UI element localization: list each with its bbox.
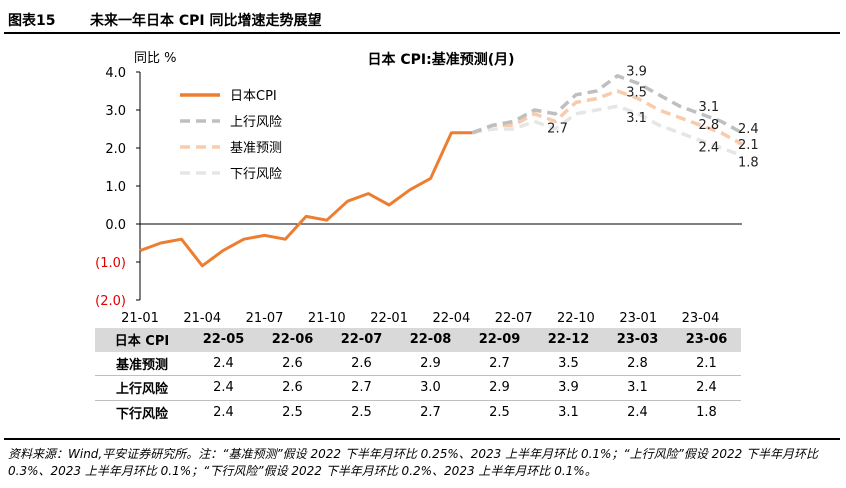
- y-tick-label: 1.0: [105, 180, 126, 195]
- data-label: 2.4: [738, 122, 759, 137]
- row-label: 上行风险: [95, 375, 189, 401]
- table-column-header: 23-03: [603, 328, 672, 352]
- data-label: 3.1: [698, 100, 719, 115]
- table-cell: 2.6: [327, 351, 396, 376]
- y-tick-label: (1.0): [95, 256, 126, 271]
- figure-header: 图表15 未来一年日本 CPI 同比增速走势展望: [4, 4, 840, 34]
- legend-label: 日本CPI: [230, 89, 277, 104]
- table-column-header: 22-09: [465, 328, 534, 352]
- table-cell: 2.7: [420, 404, 441, 420]
- table-cell: 2.8: [603, 351, 672, 376]
- x-tick-label: 23-01: [619, 311, 657, 326]
- x-tick-label: 21-04: [183, 311, 221, 326]
- series-line-1: [471, 74, 743, 135]
- table-cell: 2.5: [351, 404, 372, 420]
- data-label: 1.8: [738, 156, 759, 171]
- x-tick-label: 21-10: [308, 311, 346, 326]
- table-cell: 3.1: [603, 375, 672, 401]
- legend-label: 上行风险: [230, 115, 282, 130]
- y-tick-label: 0.0: [105, 218, 126, 233]
- x-tick-label: 23-04: [682, 311, 720, 326]
- table-header-label: 日本 CPI: [95, 328, 189, 352]
- table-cell: 2.4: [672, 375, 741, 401]
- data-label: 3.1: [626, 111, 647, 126]
- table-row: 上行风险 2.4 2.6 2.7 3.0 2.9 3.9 3.1 2.4: [95, 375, 741, 401]
- table-column-header: 23-06: [672, 328, 741, 352]
- table-cell: 2.6: [258, 351, 327, 376]
- row-label: 基准预测: [95, 351, 189, 376]
- y-tick-label: (2.0): [95, 294, 126, 309]
- table-cell: 3.5: [534, 351, 603, 376]
- x-tick-label: 21-01: [121, 311, 159, 326]
- x-tick-label: 22-04: [432, 311, 470, 326]
- series-line-2: [471, 89, 743, 146]
- table-cell: 3.1: [558, 404, 579, 420]
- data-label: 2.1: [738, 138, 759, 153]
- data-label: 2.4: [698, 140, 719, 155]
- series-line-0: [139, 131, 473, 268]
- table-cell: 3.0: [396, 375, 465, 401]
- forecast-table: 日本 CPI 22-05 22-06 22-07 22-08 22-09 22-…: [95, 328, 741, 424]
- table-header-row: 日本 CPI 22-05 22-06 22-07 22-08 22-09 22-…: [95, 328, 741, 352]
- cpi-line-chart: 日本 CPI:基准预测(月) 同比 % 4.0 3.0 2.0 1.0 0.0 (1.0) (2…: [95, 51, 759, 326]
- table-column-header: 22-12: [534, 328, 603, 352]
- table-column-header: 22-08: [396, 328, 465, 352]
- source-note: 资料来源：Wind,平安证券研究所。注：“基准预测”假设 2022 下半年月环比…: [8, 447, 819, 478]
- table-cell: 2.5: [489, 404, 510, 420]
- table-column-header: 22-05: [189, 328, 258, 352]
- table-cell: 2.4: [627, 404, 648, 420]
- figure-footer: 资料来源：Wind,平安证券研究所。注：“基准预测”假设 2022 下半年月环比…: [4, 438, 840, 480]
- table-cell: 2.5: [282, 404, 303, 420]
- x-tick-label: 22-01: [370, 311, 408, 326]
- y-tick-label: 3.0: [105, 104, 126, 119]
- table-cell: 2.9: [465, 375, 534, 401]
- table-cell: 2.4: [189, 351, 258, 376]
- x-tick-label: 22-10: [557, 311, 595, 326]
- y-axis-label: 同比 %: [134, 51, 177, 66]
- figure-title: 未来一年日本 CPI 同比增速走势展望: [90, 13, 322, 29]
- y-tick-label: 2.0: [105, 142, 126, 157]
- x-tick-label: 21-07: [246, 311, 284, 326]
- legend-label: 下行风险: [230, 167, 282, 182]
- table-cell: 2.4: [213, 404, 234, 420]
- table-cell: 2.4: [189, 375, 258, 401]
- x-tick-label: 22-07: [495, 311, 533, 326]
- table-column-header: 22-06: [258, 328, 327, 352]
- table-cell: 1.8: [696, 404, 717, 420]
- data-label: 3.9: [626, 64, 647, 79]
- y-tick-label: 4.0: [105, 66, 126, 81]
- figure-number: 图表15: [8, 13, 56, 29]
- data-label: 2.8: [698, 118, 719, 133]
- legend-label: 基准预测: [230, 141, 282, 156]
- table-cell: 2.6: [258, 375, 327, 401]
- data-label: 2.7: [547, 121, 568, 136]
- table-cell: 2.7: [465, 351, 534, 376]
- series-line-3: [471, 104, 743, 158]
- table-row: 基准预测 2.4 2.6 2.6 2.9 2.7 3.5 2.8 2.1: [95, 351, 741, 376]
- chart-title: 日本 CPI:基准预测(月): [367, 51, 514, 68]
- table-cell: 2.9: [396, 351, 465, 376]
- table-cell: 2.7: [327, 375, 396, 401]
- row-label: 下行风险: [115, 406, 168, 422]
- table-cell: 3.9: [534, 375, 603, 401]
- table-cell: 2.1: [672, 351, 741, 376]
- data-label: 3.5: [626, 86, 647, 101]
- table-row: 下行风险 2.4 2.5 2.5 2.7 2.5 3.1 2.4 1.8: [95, 400, 741, 424]
- table-column-header: 22-07: [327, 328, 396, 352]
